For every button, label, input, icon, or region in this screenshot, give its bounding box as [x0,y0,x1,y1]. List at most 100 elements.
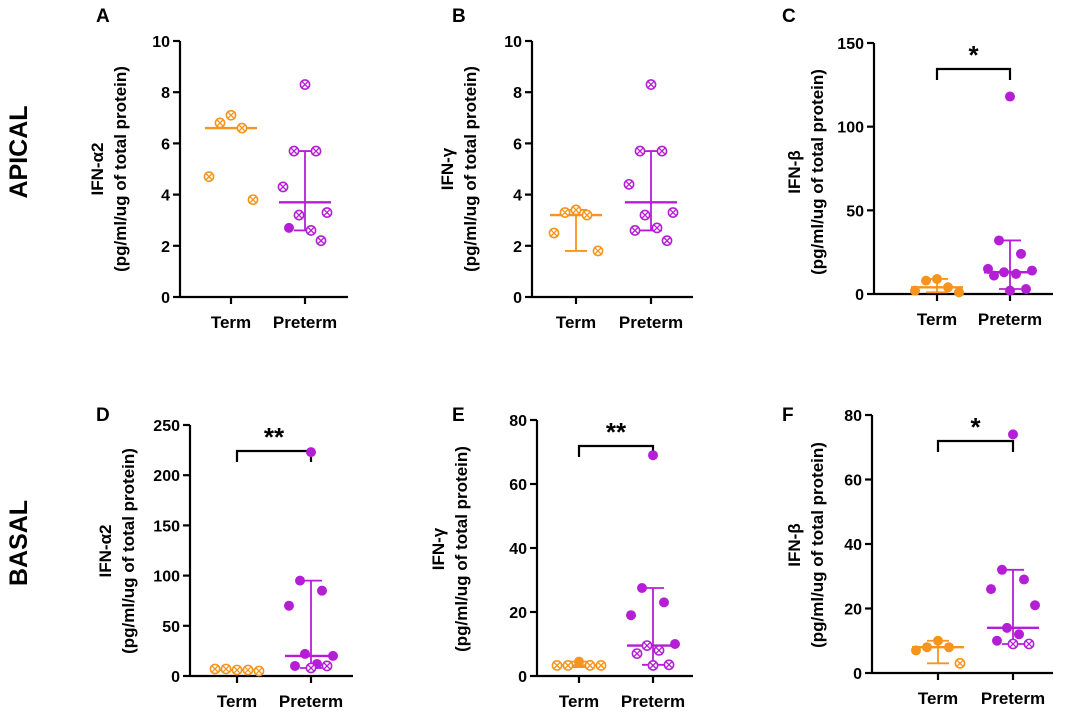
y-tick-label: 6 [161,136,170,153]
data-point [1019,574,1029,585]
data-point [1030,600,1040,611]
data-point-cross [255,667,263,675]
data-point [922,642,932,653]
y-tick-label: 80 [844,408,862,425]
data-point-cross [216,119,224,127]
data-point [999,267,1009,278]
y-tick-label: 4 [513,188,522,205]
data-point-cross [586,661,594,670]
significance-label: * [968,40,979,70]
y-axis-label: IFN-α2 (pg/ml/ug of total protein) [88,66,130,272]
data-point [954,287,964,298]
data-point-cross [658,147,666,155]
data-point-cross [249,196,257,204]
x-tick-label: Term [556,313,596,332]
data-point [989,270,999,281]
x-tick-label: Term [217,692,257,711]
series-term [209,663,265,677]
y-axis-label-line-2: (pg/ml/ug of total protein) [808,69,827,275]
data-point-cross [633,649,641,658]
data-point-cross [594,247,602,255]
y-tick-label: 2 [513,239,522,256]
data-point-cross [597,661,605,670]
data-point-cross [647,80,655,89]
data-point-cross [649,661,657,670]
data-point [932,273,942,284]
data-point-cross [956,659,964,667]
data-point [983,263,993,274]
y-tick-label: 60 [844,473,862,490]
data-point [994,235,1004,246]
data-point [1008,429,1018,440]
y-tick-label: 40 [509,541,527,558]
data-point-cross [301,80,309,89]
significance-bracket [936,439,1015,452]
data-point [1005,91,1015,102]
y-axis-label-line-2: (pg/ml/ug of total protein) [119,448,138,654]
data-point [1016,248,1026,259]
series-term [911,635,966,669]
x-tick-label: Preterm [273,313,337,332]
panel-label: B [452,6,466,27]
data-point-cross [655,646,663,655]
data-point [284,600,294,611]
data-point [1011,268,1021,279]
significance-bracket [235,449,313,462]
data-point-cross [631,226,639,235]
panel-label: A [96,6,110,27]
panel-label: C [782,6,796,27]
panel-b: B IFN-γ (pg/ml/ug of total protein) 0 2 4 6 8 10… [438,6,693,332]
data-point [328,650,338,661]
data-point-cross [653,224,661,232]
panel-a: A IFN-α2 (pg/ml/ug of total protein) 0 2 4 6 8 1… [88,6,348,332]
data-point-cross [663,237,671,245]
data-point [317,585,327,596]
panel-label: F [782,405,794,426]
x-tick-label: Term [211,313,251,332]
data-point-cross [307,664,315,672]
data-point [574,656,584,667]
data-point-cross [550,229,558,237]
data-point-cross [227,111,235,119]
data-point [943,282,953,293]
data-point-cross [290,147,298,155]
x-tick-label: Term [917,310,957,329]
data-point [1002,622,1012,633]
y-tick-label: 0 [518,669,527,686]
data-point-cross [323,208,331,217]
y-tick-label: 20 [509,605,527,622]
y-tick-label: 10 [152,34,170,51]
data-point-cross [669,208,677,217]
x-tick-label: Preterm [279,692,343,711]
y-tick-label: 0 [161,290,170,307]
series-term [548,204,604,257]
data-point [1027,265,1037,276]
data-point-cross [317,237,325,245]
data-point [933,635,943,646]
data-point-cross [561,208,569,217]
row-label-basal: BASAL [5,500,33,586]
y-tick-label: 80 [509,413,527,430]
data-point-cross [665,661,673,669]
x-tick-label: Preterm [978,310,1042,329]
y-axis-label-line-1: IFN-γ [429,527,448,570]
series-preterm [986,429,1040,650]
y-tick-label: 0 [853,666,862,683]
y-tick-label: 10 [504,34,522,51]
x-tick-label: Preterm [981,689,1045,708]
data-point-cross [1025,640,1033,648]
row-label-apical: APICAL [5,105,33,198]
y-tick-label: 100 [837,120,864,137]
y-axis-label-line-2: (pg/ml/ug of total protein) [452,446,471,652]
x-tick-label: Preterm [619,313,683,332]
y-axis-label-line-1: IFN-β [785,150,804,193]
series-term [203,109,259,206]
y-tick-label: 40 [844,537,862,554]
data-point-cross [295,211,303,219]
y-tick-label: 2 [161,239,170,256]
y-axis-label: IFN-γ (pg/ml/ug of total protein) [429,446,471,652]
series-term [910,273,964,298]
data-point-cross [312,147,320,155]
